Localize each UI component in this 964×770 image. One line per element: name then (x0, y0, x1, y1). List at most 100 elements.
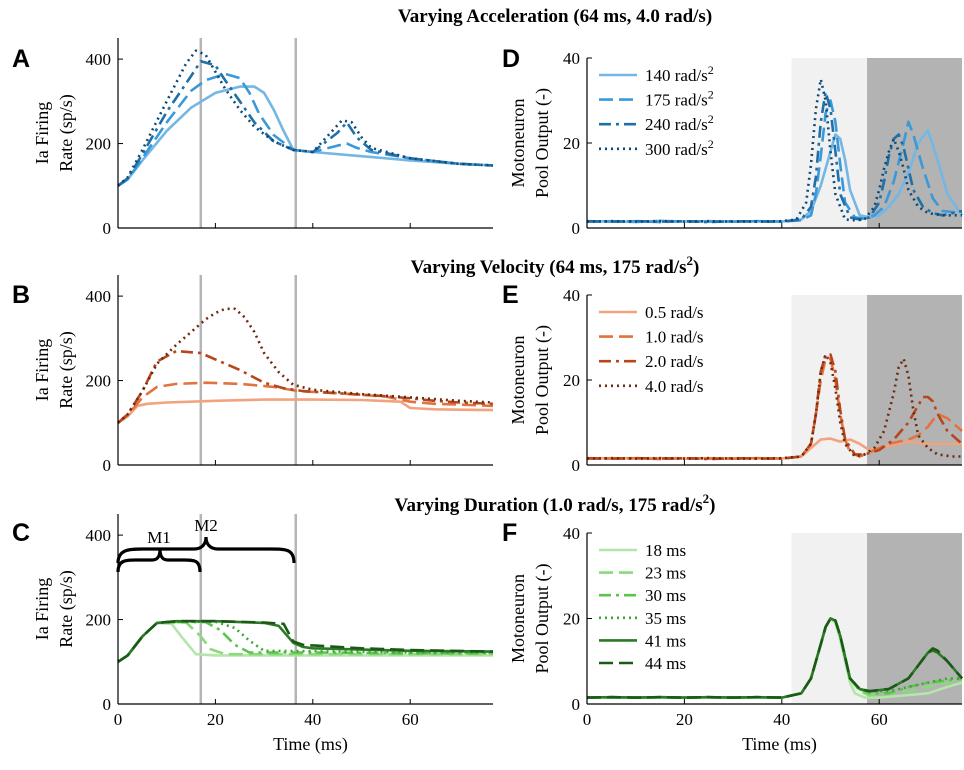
m1-brace (116, 548, 202, 573)
y-tick-label: 40 (563, 286, 580, 305)
series-line-3 (586, 90, 963, 224)
x-tick-label: 0 (114, 710, 123, 729)
y-tick-label: 400 (86, 50, 112, 69)
legend: 0.5 rad/s 1.0 rad/s 2.0 rad/s 4.0 rad/s (599, 303, 704, 396)
y-axis-label: Ia Firing Rate (sp/s) (32, 331, 77, 408)
series-line-4 (117, 307, 494, 424)
y-axis-label-line-2: Pool Output (-) (532, 325, 553, 435)
y-axis-label: Motoneuron Pool Output (-) (508, 88, 553, 198)
y-tick-label: 0 (572, 219, 581, 238)
series-line-3 (117, 59, 494, 187)
m1-label: M1 (147, 528, 171, 547)
chart-panel-b: 0 200 400 Ia Firing Rate (sp/s) (32, 275, 494, 475)
y-tick-label: 20 (563, 610, 580, 629)
series-line-6 (586, 617, 963, 699)
window-braces: M1 M2 (116, 516, 296, 573)
y-axis-label-line-2: Pool Output (-) (532, 563, 553, 673)
y-axis-label-line-2: Pool Output (-) (532, 88, 553, 198)
chart-panel-d: 0 20 40 Motoneuron Pool Output (-) 140 rad/s2… (508, 49, 964, 238)
y-tick-label: 200 (86, 372, 112, 391)
x-tick-label: 0 (583, 710, 592, 729)
series-line-1 (117, 621, 493, 663)
chart-panel-e: 0 20 40 Motoneuron Pool Output (-) 0.5 rad/s 1… (508, 286, 963, 475)
legend-label-1: 140 rad/s2 (645, 63, 714, 85)
legend-label-4: 300 rad/s2 (645, 137, 714, 159)
y-axis-label: Ia Firing Rate (sp/s) (32, 570, 77, 647)
series-line-2 (117, 381, 494, 424)
series-line-3 (586, 353, 963, 461)
x-tick-label: 20 (676, 710, 693, 729)
y-tick-label: 400 (86, 287, 112, 306)
y-tick-label: 400 (86, 526, 112, 545)
legend-label-1: 0.5 rad/s (645, 303, 704, 322)
series-line-2 (587, 99, 963, 224)
y-axis-label-line-1: Motoneuron (508, 336, 528, 425)
y-tick-label: 40 (563, 49, 580, 68)
y-tick-label: 20 (563, 371, 580, 390)
panel-letter-a: A (12, 45, 30, 73)
series-line-4 (117, 49, 494, 187)
legend-label-2: 1.0 rad/s (645, 328, 704, 347)
series-line-1 (117, 85, 494, 187)
window-m2-shade (867, 533, 962, 704)
m2-label: M2 (194, 516, 218, 535)
y-tick-label: 40 (563, 524, 580, 543)
y-axis-label-line-1: Motoneuron (508, 574, 528, 663)
y-axis-label-line-2: Rate (sp/s) (56, 331, 77, 408)
y-axis-label-line-1: Ia Firing (32, 339, 52, 402)
chart-panel-f: 0 20 40 0 20 40 60 Time (ms) Motoneuron Pool Outp… (508, 524, 963, 755)
row-title-duration: Varying Duration (1.0 rad/s, 175 rad/s2) (395, 491, 716, 516)
y-tick-label: 0 (103, 219, 112, 238)
series-line-2 (117, 72, 494, 187)
m2-brace (116, 536, 296, 564)
panel-letter-b: B (12, 281, 30, 309)
series-line-4 (586, 353, 962, 460)
row-title-velocity: Varying Velocity (64 ms, 175 rad/s2) (411, 253, 700, 278)
chart-panel-a: 0 200 400 Ia Firing Rate (sp/s) (32, 38, 494, 238)
y-axis-label: Motoneuron Pool Output (-) (508, 325, 553, 435)
y-axis-label: Ia Firing Rate (sp/s) (32, 94, 77, 171)
series-line-4 (586, 78, 962, 223)
y-axis-label-line-2: Rate (sp/s) (56, 570, 77, 647)
x-tick-label: 60 (871, 710, 888, 729)
window-m2-shade (867, 295, 962, 465)
y-axis-label-line-1: Ia Firing (32, 578, 52, 641)
legend-label-2: 23 ms (645, 564, 686, 583)
series-line-3 (117, 349, 494, 424)
legend-label-1: 18 ms (645, 541, 686, 560)
panel-letter-d: D (502, 45, 520, 73)
y-axis-label-line-1: Motoneuron (508, 99, 528, 188)
panel-letter-c: C (12, 519, 30, 547)
legend-label-6: 44 ms (645, 654, 686, 673)
series-line-1 (117, 398, 494, 424)
panel-letter-f: F (502, 519, 517, 547)
series-line-6 (117, 619, 494, 663)
x-tick-label: 40 (304, 710, 321, 729)
y-tick-label: 0 (103, 456, 112, 475)
x-tick-label: 60 (402, 710, 419, 729)
legend-label-3: 2.0 rad/s (645, 352, 704, 371)
y-tick-label: 200 (86, 135, 112, 154)
panel-letter-e: E (502, 281, 519, 309)
legend-label-2: 175 rad/s2 (645, 88, 714, 110)
y-tick-label: 0 (103, 695, 112, 714)
y-axis-label-line-1: Ia Firing (32, 102, 52, 165)
x-axis-label: Time (ms) (273, 734, 348, 755)
y-axis-label-line-2: Rate (sp/s) (56, 94, 77, 171)
legend-label-3: 240 rad/s2 (645, 112, 714, 134)
legend-label-4: 35 ms (645, 609, 686, 628)
row-title-acceleration: Varying Acceleration (64 ms, 4.0 rad/s) (398, 6, 712, 27)
x-tick-label: 20 (207, 710, 224, 729)
x-axis-label: Time (ms) (742, 734, 817, 755)
window-m1-shade (791, 295, 868, 465)
legend-label-3: 30 ms (645, 586, 686, 605)
y-tick-label: 200 (86, 611, 112, 630)
x-tick-label: 40 (773, 710, 790, 729)
legend-label-5: 41 ms (645, 631, 686, 650)
y-axis-label: Motoneuron Pool Output (-) (508, 563, 553, 673)
y-tick-label: 20 (563, 134, 580, 153)
y-tick-label: 0 (572, 456, 581, 475)
legend-label-4: 4.0 rad/s (645, 377, 704, 396)
